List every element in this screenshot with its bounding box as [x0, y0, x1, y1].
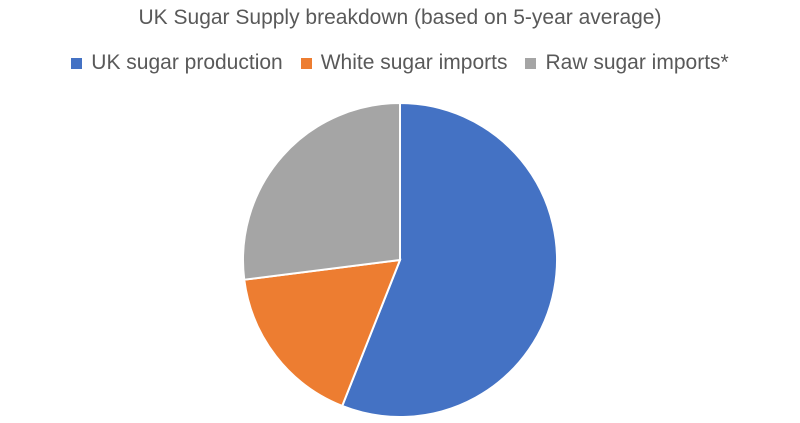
legend-item-white-sugar-imports: White sugar imports — [300, 50, 508, 76]
legend-swatch-uk-sugar-production — [71, 57, 83, 69]
chart-title: UK Sugar Supply breakdown (based on 5-ye… — [138, 6, 662, 29]
legend-item-uk-sugar-production: UK sugar production — [71, 50, 283, 76]
pie-slices — [242, 101, 558, 418]
legend-label-white-sugar-imports: White sugar imports — [320, 51, 508, 74]
pie-slice-white-sugar-imports — [243, 258, 402, 408]
legend-label-raw-sugar-imports: Raw sugar imports* — [545, 51, 729, 74]
pie-slice-raw-sugar-imports — [242, 101, 401, 281]
legend-item-raw-sugar-imports: Raw sugar imports* — [525, 50, 729, 76]
pie-slice-uk-sugar-production — [340, 101, 558, 418]
legend-swatch-raw-sugar-imports — [525, 57, 537, 69]
legend: UK sugar production White sugar imports … — [0, 50, 800, 76]
legend-swatch-white-sugar-imports — [300, 57, 312, 69]
legend-label-uk-sugar-production: UK sugar production — [91, 51, 283, 74]
